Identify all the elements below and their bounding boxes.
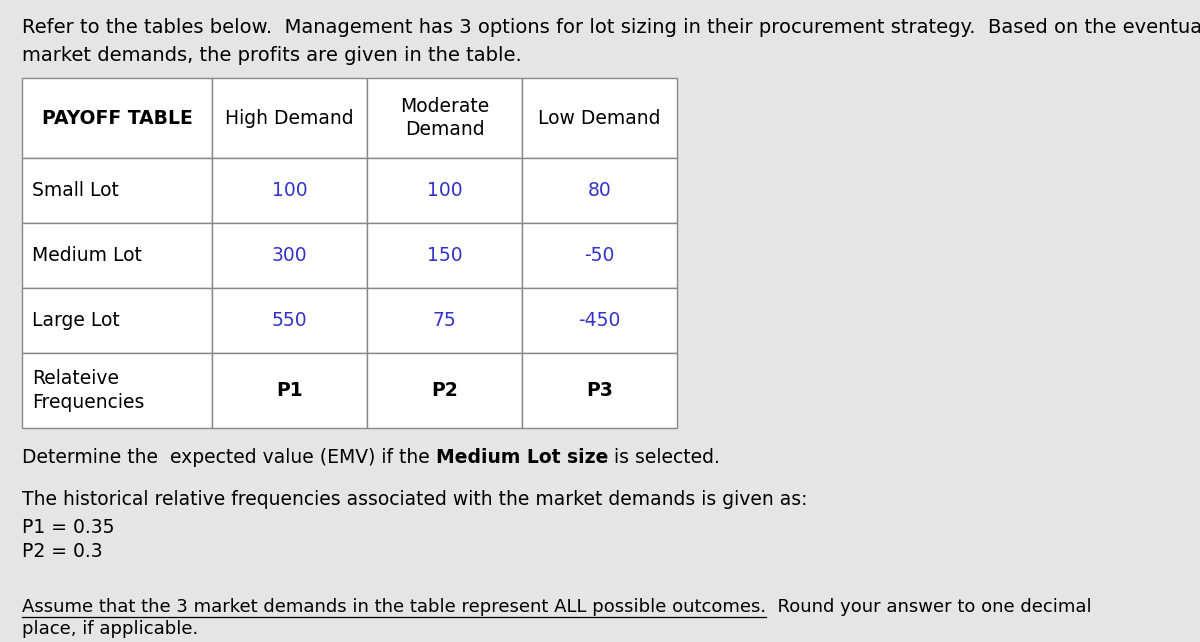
Bar (522, 78, 677, 158)
Text: Medium Lot size: Medium Lot size (436, 448, 608, 467)
Text: 75: 75 (433, 311, 456, 330)
Text: Relateive
Frequencies: Relateive Frequencies (32, 369, 144, 412)
Text: Medium Lot: Medium Lot (32, 246, 142, 265)
Text: -50: -50 (584, 246, 614, 265)
Text: place, if applicable.: place, if applicable. (22, 620, 198, 638)
Text: is selected.: is selected. (608, 448, 720, 467)
Bar (522, 288, 677, 353)
Bar (212, 288, 367, 353)
Bar (22, 223, 212, 288)
Bar (22, 288, 212, 353)
Text: Moderate
Demand: Moderate Demand (400, 97, 490, 139)
Text: 80: 80 (588, 181, 611, 200)
Text: 100: 100 (271, 181, 307, 200)
Bar (367, 288, 522, 353)
Bar (367, 353, 522, 428)
Text: 100: 100 (427, 181, 462, 200)
Bar (522, 223, 677, 288)
Text: 300: 300 (271, 246, 307, 265)
Bar (522, 353, 677, 428)
Text: High Demand: High Demand (226, 108, 354, 128)
Text: Large Lot: Large Lot (32, 311, 120, 330)
Bar (22, 158, 212, 223)
Bar (522, 158, 677, 223)
Text: Round your answer to one decimal: Round your answer to one decimal (766, 598, 1092, 616)
Bar (212, 158, 367, 223)
Text: 550: 550 (271, 311, 307, 330)
Text: PAYOFF TABLE: PAYOFF TABLE (42, 108, 192, 128)
Text: P2: P2 (431, 381, 458, 400)
Bar (22, 78, 212, 158)
Bar (367, 223, 522, 288)
Text: Small Lot: Small Lot (32, 181, 119, 200)
Text: Determine the  expected value (EMV) if the: Determine the expected value (EMV) if th… (22, 448, 436, 467)
Text: P1: P1 (276, 381, 302, 400)
Bar (22, 353, 212, 428)
Text: P3: P3 (586, 381, 613, 400)
Text: Low Demand: Low Demand (539, 108, 661, 128)
Text: P2 = 0.3: P2 = 0.3 (22, 542, 103, 561)
Text: Assume that the 3 market demands in the table represent ALL possible outcomes.: Assume that the 3 market demands in the … (22, 598, 766, 616)
Bar (212, 353, 367, 428)
Text: P1 = 0.35: P1 = 0.35 (22, 518, 114, 537)
Text: market demands, the profits are given in the table.: market demands, the profits are given in… (22, 46, 522, 65)
Bar (212, 223, 367, 288)
Bar (367, 78, 522, 158)
Bar (212, 78, 367, 158)
Text: Refer to the tables below.  Management has 3 options for lot sizing in their pro: Refer to the tables below. Management ha… (22, 18, 1200, 37)
Text: 150: 150 (427, 246, 462, 265)
Text: -450: -450 (578, 311, 620, 330)
Text: The historical relative frequencies associated with the market demands is given : The historical relative frequencies asso… (22, 490, 808, 509)
Bar (367, 158, 522, 223)
